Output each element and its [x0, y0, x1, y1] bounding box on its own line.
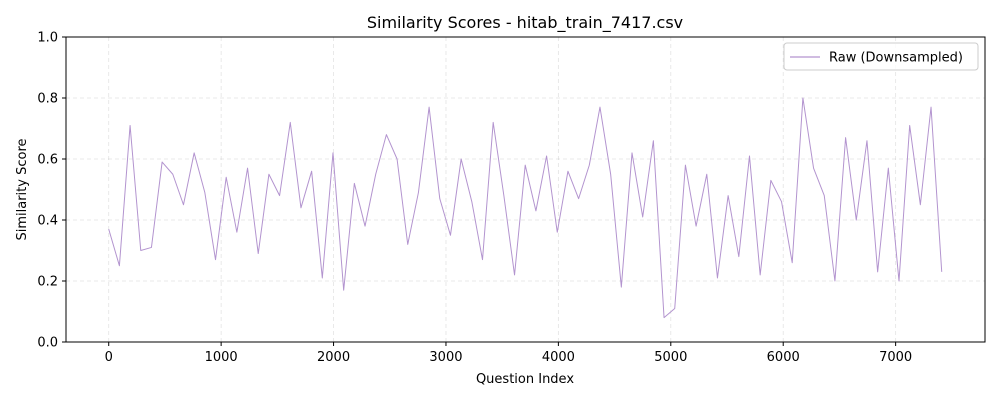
- x-tick-label: 0: [105, 350, 113, 365]
- x-axis-ticks: 0 1000 2000 3000 4000 5000 6000 7000: [105, 342, 912, 365]
- x-tick-label: 7000: [879, 350, 912, 365]
- series-layer: [108, 97, 943, 319]
- series-line: [108, 97, 943, 319]
- legend: Raw (Downsampled): [783, 42, 979, 71]
- plot-frame: [65, 36, 986, 343]
- x-tick-label: 4000: [542, 350, 575, 365]
- y-tick-label: 0.8: [37, 92, 58, 107]
- y-tick-label: 0.2: [37, 275, 58, 290]
- y-tick-label: 0.4: [37, 214, 58, 229]
- y-tick-label: 1.0: [37, 31, 58, 46]
- x-tick-label: 6000: [767, 350, 800, 365]
- x-tick-label: 1000: [205, 350, 238, 365]
- y-tick-label: 0.6: [37, 153, 58, 168]
- legend-label: Raw (Downsampled): [829, 51, 963, 66]
- y-axis-title: Similarity Score: [15, 138, 30, 240]
- y-axis-ticks: 0.0 0.2 0.4 0.6 0.8 1.0: [37, 31, 66, 351]
- x-tick-label: 2000: [317, 350, 350, 365]
- x-axis-title: Question Index: [476, 372, 574, 387]
- x-tick-label: 5000: [654, 350, 687, 365]
- legend-box: [783, 42, 979, 71]
- y-tick-label: 0.0: [37, 336, 58, 351]
- x-tick-label: 3000: [429, 350, 462, 365]
- chart-title: Similarity Scores - hitab_train_7417.csv: [367, 13, 683, 33]
